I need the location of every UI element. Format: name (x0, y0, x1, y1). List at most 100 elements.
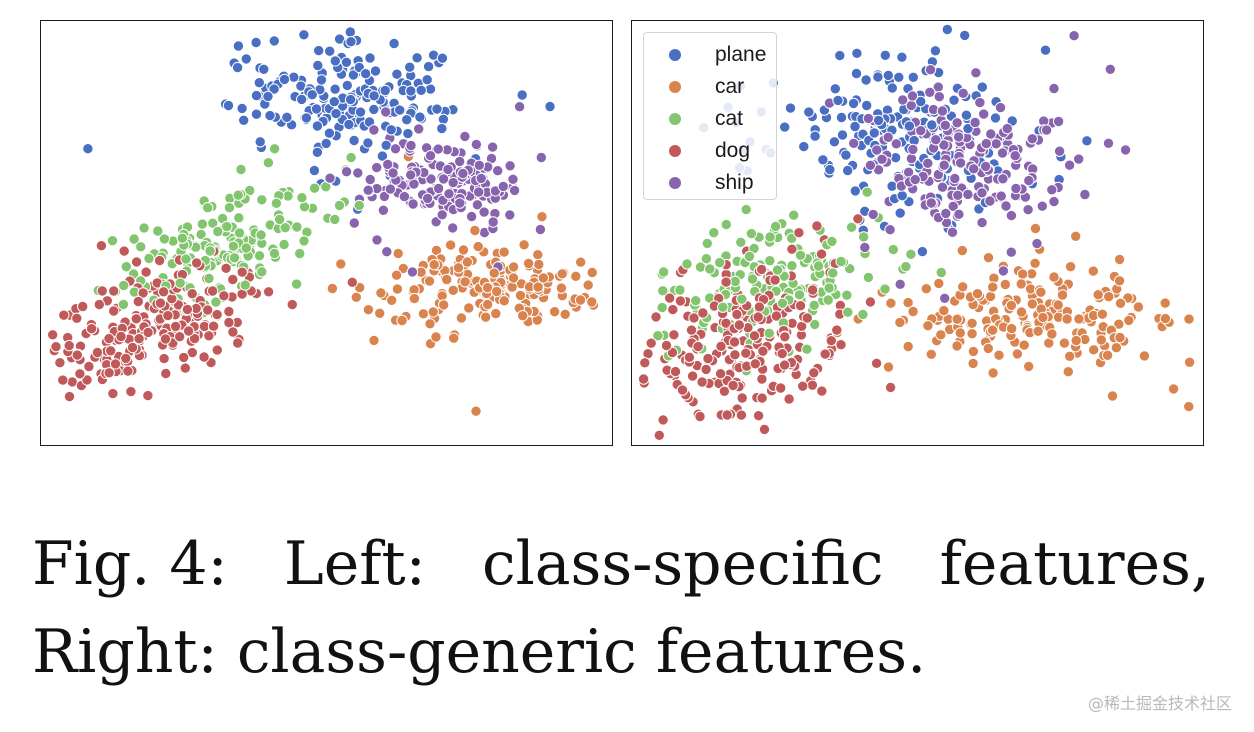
scatter-point-cat (158, 233, 171, 245)
scatter-point-ship (949, 172, 961, 185)
scatter-point-cat (296, 192, 308, 204)
scatter-point-plane (405, 85, 417, 97)
scatter-point-cat (117, 298, 130, 311)
scatter-point-cat (203, 272, 215, 285)
scatter-point-plane (903, 120, 916, 132)
scatter-point-cat (298, 235, 310, 247)
scatter-point-ship (471, 199, 484, 211)
scatter-point-ship (382, 158, 394, 171)
scatter-point-plane (329, 83, 341, 95)
scatter-point-dog (749, 358, 762, 370)
scatter-point-dog (85, 323, 98, 335)
scatter-point-car (986, 324, 999, 336)
scatter-point-cat (235, 163, 247, 176)
scatter-point-plane (976, 81, 988, 93)
scatter-point-dog (103, 332, 115, 345)
scatter-point-dog (81, 374, 93, 386)
scatter-point-plane (851, 47, 863, 59)
scatter-point-dog (756, 373, 768, 385)
scatter-point-dog (752, 410, 765, 422)
scatter-point-cat (196, 218, 209, 230)
scatter-point-plane (320, 137, 332, 150)
scatter-point-car (956, 244, 968, 257)
scatter-point-plane (784, 102, 797, 114)
scatter-point-car (480, 311, 492, 323)
scatter-point-plane (849, 120, 861, 133)
scatter-point-plane (916, 245, 929, 258)
scatter-point-plane (415, 84, 427, 97)
scatter-point-ship (1010, 182, 1022, 195)
scatter-point-dog (736, 392, 748, 404)
scatter-point-ship (915, 125, 927, 137)
left-scatter-panel (40, 20, 613, 446)
scatter-point-dog (211, 308, 223, 321)
scatter-point-ship (859, 241, 871, 254)
scatter-point-cat (690, 295, 702, 307)
scatter-point-cat (279, 222, 291, 234)
scatter-point-cat (212, 225, 224, 238)
scatter-point-car (375, 287, 387, 299)
scatter-point-dog (130, 313, 143, 325)
scatter-point-ship (378, 190, 391, 203)
scatter-point-plane (341, 79, 353, 92)
scatter-point-plane (803, 106, 815, 118)
scatter-point-dog (120, 352, 132, 365)
scatter-point-ship (1104, 63, 1116, 75)
scatter-point-dog (770, 310, 783, 322)
scatter-point-car (1011, 348, 1024, 360)
scatter-point-dog (77, 300, 89, 313)
scatter-point-car (951, 313, 963, 325)
scatter-point-ship (947, 200, 959, 213)
scatter-point-car (999, 278, 1011, 291)
scatter-point-car (396, 314, 408, 327)
scatter-point-dog (190, 257, 203, 269)
scatter-point-car (1101, 349, 1114, 361)
scatter-point-car (971, 288, 984, 300)
scatter-point-plane (345, 36, 357, 48)
scatter-point-car (966, 328, 978, 340)
scatter-point-cat (786, 260, 798, 272)
scatter-point-cat (743, 250, 756, 263)
scatter-point-cat (735, 236, 747, 249)
scatter-point-car (1106, 390, 1119, 402)
scatter-point-car (1073, 313, 1085, 325)
scatter-point-car (1183, 313, 1195, 325)
scatter-point-plane (236, 102, 248, 115)
scatter-point-plane (364, 52, 376, 64)
scatter-point-plane (311, 146, 324, 159)
scatter-point-car (444, 239, 457, 251)
scatter-point-dog (733, 319, 746, 331)
scatter-point-plane (253, 77, 266, 89)
scatter-point-ship (968, 163, 980, 175)
scatter-point-car (987, 281, 999, 293)
scatter-point-dog (130, 256, 143, 268)
scatter-point-ship (1005, 246, 1017, 258)
legend-label-plane: plane (715, 43, 767, 66)
scatter-point-cat (227, 240, 240, 252)
scatter-point-car (536, 211, 548, 223)
scatter-point-cat (842, 306, 854, 318)
scatter-point-cat (857, 308, 869, 321)
scatter-point-plane (893, 71, 905, 83)
scatter-point-dog (118, 245, 130, 257)
scatter-point-ship (951, 117, 963, 129)
scatter-point-cat (746, 273, 759, 285)
scatter-point-ship (1048, 195, 1060, 208)
scatter-point-cat (233, 227, 246, 239)
scatter-point-plane (312, 59, 324, 72)
scatter-point-dog (142, 326, 154, 339)
scatter-point-ship (436, 209, 448, 221)
scatter-point-dog (157, 286, 170, 298)
scatter-point-plane (391, 68, 403, 80)
scatter-point-plane (882, 69, 894, 82)
scatter-point-cat (228, 252, 241, 264)
scatter-point-car (335, 258, 347, 270)
scatter-point-dog (757, 345, 769, 357)
scatter-point-cat (118, 279, 130, 292)
scatter-point-car (575, 256, 587, 268)
scatter-point-cat (233, 212, 245, 224)
scatter-point-plane (817, 154, 829, 166)
scatter-point-car (481, 298, 494, 311)
scatter-point-car (1015, 278, 1027, 290)
